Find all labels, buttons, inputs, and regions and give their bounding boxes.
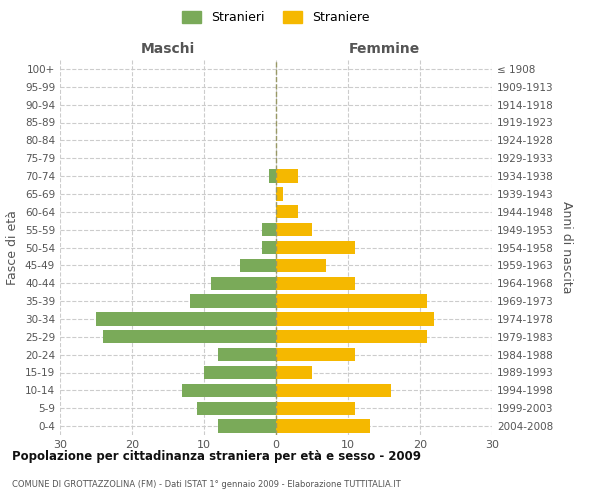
Text: Maschi: Maschi <box>141 42 195 56</box>
Legend: Stranieri, Straniere: Stranieri, Straniere <box>178 6 374 29</box>
Bar <box>190 294 276 308</box>
Y-axis label: Anni di nascita: Anni di nascita <box>560 201 573 294</box>
Y-axis label: Fasce di età: Fasce di età <box>7 210 19 285</box>
Bar <box>211 276 276 290</box>
Bar <box>276 294 427 308</box>
Bar <box>218 348 276 362</box>
Bar <box>276 420 370 433</box>
Text: COMUNE DI GROTTAZZOLINA (FM) - Dati ISTAT 1° gennaio 2009 - Elaborazione TUTTITA: COMUNE DI GROTTAZZOLINA (FM) - Dati ISTA… <box>12 480 401 489</box>
Bar <box>276 258 326 272</box>
Bar <box>218 420 276 433</box>
Bar <box>103 330 276 344</box>
Bar <box>276 402 355 415</box>
Bar <box>204 366 276 379</box>
Bar <box>240 258 276 272</box>
Bar <box>276 384 391 397</box>
Bar <box>276 276 355 290</box>
Bar <box>276 366 312 379</box>
Text: Femmine: Femmine <box>349 42 419 56</box>
Bar <box>197 402 276 415</box>
Bar <box>276 187 283 200</box>
Bar <box>276 312 434 326</box>
Bar <box>276 241 355 254</box>
Bar <box>276 170 298 183</box>
Bar <box>262 241 276 254</box>
Bar <box>96 312 276 326</box>
Bar <box>182 384 276 397</box>
Bar <box>276 205 298 218</box>
Bar <box>262 223 276 236</box>
Text: Popolazione per cittadinanza straniera per età e sesso - 2009: Popolazione per cittadinanza straniera p… <box>12 450 421 463</box>
Bar <box>276 223 312 236</box>
Bar <box>269 170 276 183</box>
Bar <box>276 330 427 344</box>
Bar <box>276 348 355 362</box>
